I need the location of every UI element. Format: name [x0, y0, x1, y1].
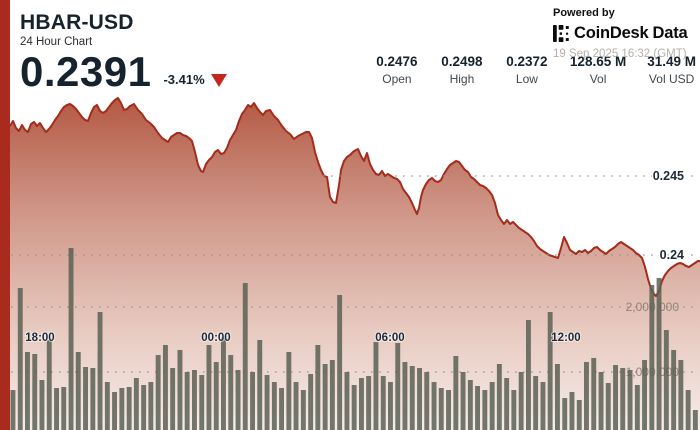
svg-text:06:00: 06:00: [375, 332, 404, 344]
stat-volume-label: Vol: [589, 72, 607, 86]
price-change-percent: -3.41%: [163, 72, 205, 87]
price-down-triangle-icon: [210, 74, 227, 87]
stat-open-label: Open: [382, 72, 412, 86]
stat-low: 0.2372 Low: [505, 54, 549, 86]
stat-volume-value: 128.65 M: [569, 54, 627, 69]
stat-volume-usd-label: Vol USD: [648, 72, 695, 86]
accent-bar: [0, 0, 10, 430]
coindesk-data-logo[interactable]: CoinDesk Data: [553, 24, 699, 43]
stat-volume: 128.65 M Vol: [570, 54, 626, 86]
svg-text:18:00: 18:00: [25, 332, 54, 344]
stat-high-label: High: [449, 72, 475, 86]
powered-by-label: Powered by: [553, 7, 615, 19]
chart-header: HBAR-USD 24 Hour Chart: [20, 10, 134, 48]
coindesk-logo-icon: [553, 25, 569, 42]
svg-text:12:00: 12:00: [551, 332, 580, 344]
svg-text:0.245: 0.245: [653, 169, 684, 183]
svg-text:0.24: 0.24: [660, 248, 684, 262]
brand-coindesk: CoinDesk: [574, 24, 649, 42]
pair-title: HBAR-USD: [20, 11, 134, 34]
chart-range-label: 24 Hour Chart: [20, 36, 93, 48]
current-price: 0.2391: [20, 48, 152, 95]
stat-high: 0.2498 High: [440, 54, 484, 86]
stat-open: 0.2476 Open: [375, 54, 419, 86]
stat-open-value: 0.2476: [376, 54, 418, 69]
stat-volume-usd-value: 31.49 M: [647, 54, 696, 69]
brand-data: Data: [652, 24, 688, 42]
price-row: 0.2391 -3.41%: [20, 50, 227, 94]
stat-volume-usd: 31.49 M Vol USD: [647, 54, 696, 86]
svg-text:00:00: 00:00: [201, 332, 230, 344]
ohlc-stats: 0.2476 Open 0.2498 High 0.2372 Low 128.6…: [375, 54, 696, 86]
chart-timestamp: 19 Sep 2025 16:32 (GMT): [553, 48, 687, 60]
stat-low-value: 0.2372: [506, 54, 548, 69]
powered-by-block: Powered by CoinDesk Data 19 Sep 2025 16:…: [553, 7, 699, 60]
stat-low-label: Low: [515, 72, 538, 86]
stat-high-value: 0.2498: [441, 54, 483, 69]
